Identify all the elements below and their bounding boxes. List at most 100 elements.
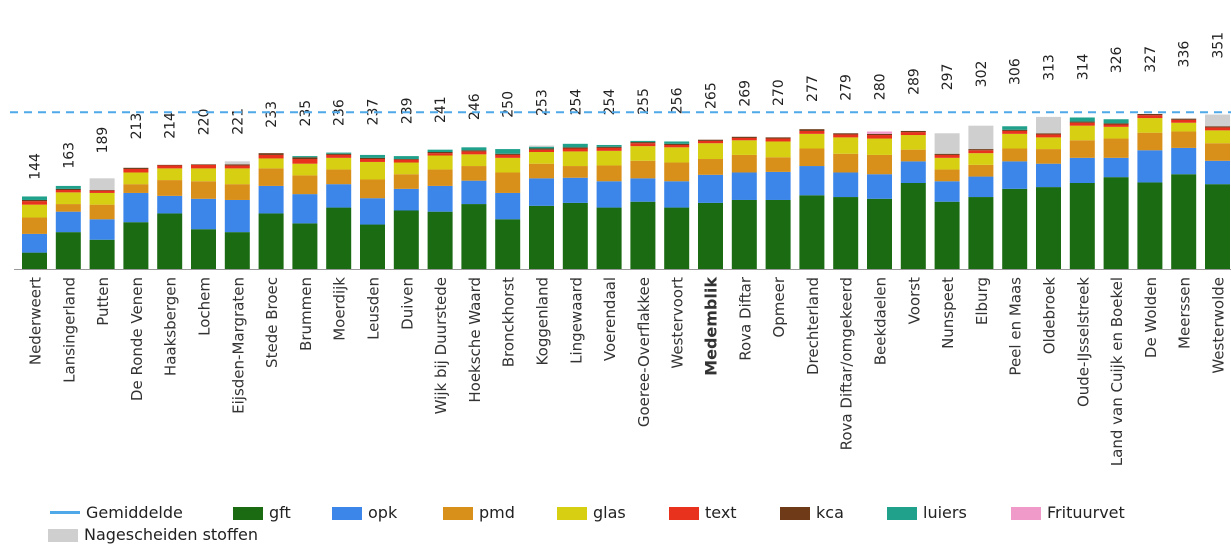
bar-segment-luiers: [360, 154, 385, 158]
x-tick-label: Nunspeet: [939, 277, 957, 349]
x-tick-label: De Wolden: [1142, 277, 1160, 358]
bar-segment-pmd: [191, 181, 216, 199]
bar-segment-gft: [698, 202, 723, 269]
bar-segment-gft: [393, 210, 419, 269]
bar-segment-pmd: [799, 148, 825, 167]
bar-segment-opk: [562, 177, 588, 203]
bar-segment-kca: [664, 143, 690, 145]
total-label: 314: [1075, 53, 1091, 80]
bar-segment-glas: [968, 153, 994, 165]
bar-segment-nagescheiden-stoffen: [529, 145, 554, 147]
bar-segment-pmd: [292, 175, 318, 195]
bar-segment-kca: [89, 190, 115, 191]
bar-segment-text: [123, 168, 149, 173]
bar-segment-kca: [157, 164, 183, 166]
bar-segment-pmd: [360, 179, 385, 199]
x-tick-label: Duiven: [398, 277, 416, 330]
bar-segment-glas: [731, 140, 757, 155]
bar-segment-pmd: [765, 157, 791, 172]
bar-segment-opk: [664, 181, 690, 208]
x-tick-labels-layer: Nederweert Lansingerland Putten De Ronde Ve…: [27, 276, 1228, 466]
bar-segment-kca: [393, 159, 419, 160]
bar-segment-text: [157, 165, 183, 169]
bar-segment-gft: [326, 207, 352, 269]
bar-segment-gft: [1205, 184, 1230, 269]
bar-segment-text: [765, 138, 791, 142]
legend-label: glas: [593, 503, 626, 522]
legend-swatch: [557, 507, 587, 520]
x-tick-label: Drechterland: [804, 277, 822, 375]
bar-segment-text: [596, 147, 622, 151]
bar-segment-opk: [799, 166, 825, 196]
total-label: 302: [974, 61, 990, 88]
bar-segment-opk: [596, 181, 622, 208]
total-label: 255: [636, 88, 652, 115]
bar-segment-kca: [427, 152, 453, 154]
legend-swatch: [780, 507, 810, 520]
bar-segment-text: [799, 130, 825, 134]
bar-segment-pmd: [22, 217, 47, 234]
bar-segment-nagescheiden-stoffen: [224, 161, 250, 165]
bar-segment-luiers: [22, 196, 47, 200]
bar-segment-pmd: [495, 172, 521, 193]
x-tick-label: Lingewaard: [567, 277, 585, 364]
bar-segment-glas: [360, 161, 385, 180]
bar-segment-kca: [968, 149, 994, 151]
total-label: 256: [670, 87, 686, 114]
bar-segment-luiers: [562, 143, 588, 148]
bar-segment-pmd: [1002, 148, 1028, 162]
bar-segment-opk: [833, 172, 859, 198]
bar-segment-pmd: [900, 149, 926, 162]
bar-segment-opk: [258, 185, 284, 214]
x-tick-label: Bronckhorst: [500, 277, 518, 367]
bar-segment-gft: [55, 232, 81, 269]
bar-segment-text: [1002, 130, 1028, 134]
bar-segment-text: [258, 154, 284, 159]
bar-segment-pmd: [562, 166, 588, 178]
bar-segment-opk: [968, 176, 994, 198]
total-label: 306: [1008, 58, 1024, 85]
total-label: 239: [399, 97, 415, 124]
bar-segment-pmd: [89, 204, 115, 220]
bar-segment-opk: [1137, 150, 1163, 183]
total-label: 220: [197, 109, 213, 136]
legend-label: gft: [269, 503, 291, 522]
x-tick-label: Stede Broec: [263, 277, 281, 368]
bar-segment-pmd: [393, 174, 419, 189]
bar-segment-opk: [1103, 157, 1129, 178]
bar-segment-opk: [1002, 161, 1028, 189]
bar-segment-text: [968, 150, 994, 154]
bar-segment-glas: [1036, 137, 1061, 150]
bar-segment-kca: [934, 153, 960, 155]
bar-segment-text: [292, 159, 318, 164]
bar-segment-text: [1205, 127, 1230, 131]
total-label: 221: [230, 108, 246, 135]
total-label: 163: [61, 142, 77, 169]
bar-segment-gft: [157, 213, 183, 269]
bar-segment-pmd: [1103, 138, 1129, 158]
total-label: 277: [805, 75, 821, 102]
bar-segment-glas: [562, 151, 588, 167]
legend-swatch: [50, 511, 80, 514]
bar-segment-luiers: [292, 156, 318, 158]
bar-segment-luiers: [1002, 126, 1028, 130]
bar-segment-opk: [630, 178, 656, 202]
bar-segment-opk: [461, 180, 487, 205]
bar-segment-glas: [393, 162, 419, 175]
bar-segment-pmd: [157, 180, 183, 196]
bar-segment-pmd: [529, 163, 554, 179]
x-tick-label: Lansingerland: [60, 277, 78, 383]
bar-segment-gft: [529, 205, 554, 269]
bar-segment-gft: [630, 201, 656, 269]
bar-segment-text: [326, 154, 352, 158]
bar-segment-text: [529, 149, 554, 152]
bar-segment-nagescheiden-stoffen: [1205, 114, 1230, 127]
bar-segment-glas: [1205, 130, 1230, 144]
bar-segment-text: [427, 153, 453, 156]
x-tick-label: Koggenland: [534, 277, 552, 365]
bar-segment-pmd: [833, 153, 859, 173]
bar-segment-opk: [1036, 163, 1061, 188]
bar-segment-gft: [258, 213, 284, 269]
bar-segment-kca: [765, 137, 791, 139]
